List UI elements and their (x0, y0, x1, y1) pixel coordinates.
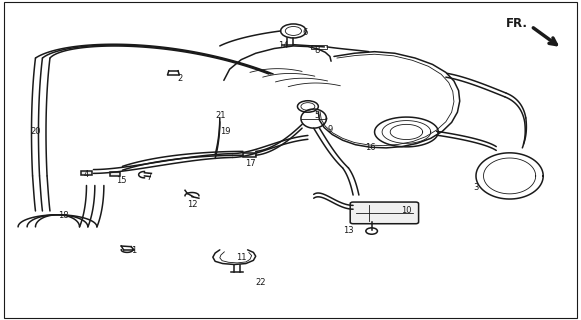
Text: 12: 12 (187, 200, 197, 209)
Text: 8: 8 (314, 45, 320, 55)
Text: 4: 4 (84, 170, 89, 179)
Text: 13: 13 (343, 226, 354, 235)
Text: 10: 10 (401, 206, 412, 215)
Text: 11: 11 (236, 253, 246, 262)
Text: 15: 15 (116, 176, 127, 185)
Text: 22: 22 (255, 278, 266, 287)
Text: 20: 20 (30, 127, 41, 136)
Bar (81, 171, 92, 175)
Text: 19: 19 (220, 127, 231, 136)
Text: 9: 9 (327, 125, 332, 134)
Text: 3: 3 (474, 183, 479, 192)
Text: 14: 14 (278, 41, 289, 51)
Text: FR.: FR. (506, 17, 528, 30)
FancyBboxPatch shape (350, 202, 418, 224)
Bar (110, 172, 120, 176)
Text: 5: 5 (314, 111, 319, 120)
Text: 7: 7 (146, 173, 151, 182)
Text: 17: 17 (245, 159, 255, 168)
Bar (311, 45, 327, 49)
Text: 18: 18 (58, 211, 69, 220)
Bar (243, 153, 256, 157)
Text: 21: 21 (216, 111, 226, 120)
Text: 6: 6 (302, 28, 308, 37)
Text: 2: 2 (178, 74, 183, 83)
Text: 16: 16 (365, 143, 376, 152)
Text: 1: 1 (131, 246, 137, 255)
